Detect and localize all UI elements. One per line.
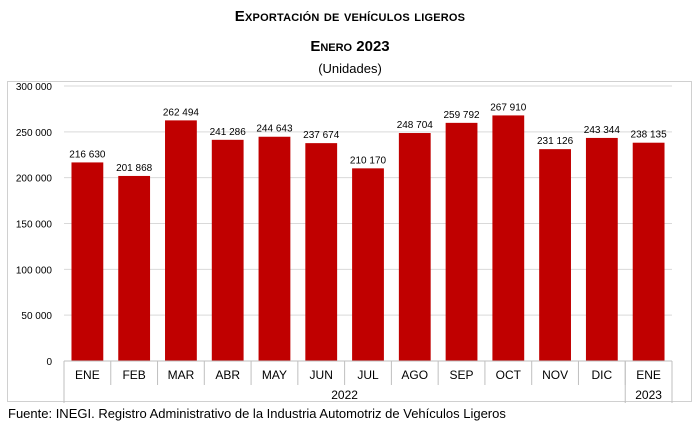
y-tick-label: 300 000: [16, 82, 53, 93]
bar: [118, 175, 151, 361]
bar-value-label: 248 704: [397, 120, 434, 131]
y-tick-label: 50 000: [21, 311, 52, 322]
x-tick-label: JUN: [310, 368, 333, 382]
bar: [539, 149, 571, 361]
bar: [352, 168, 384, 361]
y-tick-label: 200 000: [16, 174, 53, 185]
bar-value-label: 259 792: [443, 110, 480, 121]
bar-value-label: 231 126: [537, 136, 574, 147]
y-tick-label: 250 000: [16, 128, 53, 139]
bar: [445, 122, 478, 361]
x-tick-label: MAY: [262, 368, 287, 382]
bar: [398, 133, 431, 361]
bar: [585, 137, 618, 361]
bar: [632, 142, 665, 361]
bar-value-label: 238 135: [631, 130, 668, 141]
units-label: (Unidades): [318, 61, 382, 76]
bar-value-label: 243 344: [584, 125, 621, 136]
bar-value-label: 244 643: [256, 124, 293, 135]
bar-value-label: 241 286: [210, 127, 247, 138]
bar-value-label: 237 674: [303, 130, 340, 141]
x-tick-label: OCT: [496, 368, 522, 382]
bar-value-label: 267 910: [490, 102, 527, 113]
x-tick-label: SEP: [450, 368, 474, 382]
bar-value-label: 262 494: [163, 107, 200, 118]
x-tick-label: ENE: [636, 368, 661, 382]
bar: [165, 120, 197, 362]
bar-value-label: 216 630: [69, 149, 106, 160]
chart-frame: [7, 81, 692, 402]
x-tick-label: AGO: [401, 368, 428, 382]
bar-value-label: 210 170: [350, 155, 387, 166]
chart-subtitle: Enero 2023: [310, 38, 390, 55]
x-tick-label: ENE: [75, 368, 100, 382]
bar: [71, 162, 104, 361]
bar: [211, 139, 244, 361]
bar: [492, 115, 525, 361]
chart-title: Exportación de vehículos ligeros: [234, 8, 466, 25]
y-tick-label: 150 000: [16, 220, 53, 231]
year-group-label: 2023: [635, 388, 662, 402]
y-tick-label: 100 000: [16, 265, 53, 276]
x-tick-label: FEB: [122, 368, 145, 382]
year-group-label: 2022: [331, 388, 358, 402]
bar-value-label: 201 868: [116, 163, 153, 174]
source-note: Fuente: INEGI. Registro Administrativo d…: [8, 406, 506, 421]
x-tick-label: DIC: [592, 368, 613, 382]
x-tick-label: ABR: [215, 368, 240, 382]
x-tick-label: NOV: [542, 368, 568, 382]
bar: [258, 136, 291, 361]
x-tick-label: JUL: [357, 368, 379, 382]
y-tick-label: 0: [46, 357, 52, 368]
x-tick-label: MAR: [168, 368, 195, 382]
bar: [305, 143, 338, 361]
